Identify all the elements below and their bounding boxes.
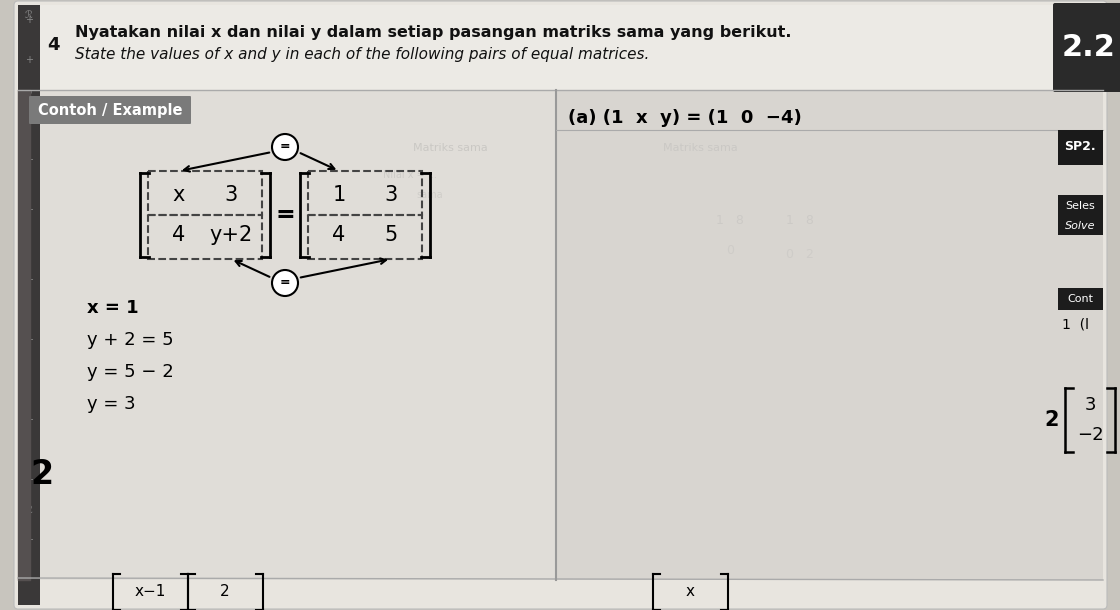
Text: sama: sama [417, 190, 444, 200]
Text: x: x [172, 185, 185, 205]
Text: −2: −2 [1076, 426, 1103, 444]
FancyBboxPatch shape [1058, 217, 1103, 235]
Text: 1  (l: 1 (l [1062, 318, 1089, 332]
Text: =: = [280, 276, 290, 290]
Text: 2: 2 [221, 584, 230, 600]
Text: 5: 5 [384, 225, 398, 245]
Text: 3: 3 [1084, 396, 1095, 414]
Text: +: + [25, 155, 32, 165]
Text: =: = [280, 140, 290, 154]
Text: 3: 3 [224, 185, 237, 205]
Text: +: + [25, 55, 32, 65]
Text: Seles: Seles [1065, 201, 1095, 211]
Text: ℛ: ℛ [25, 505, 32, 515]
FancyBboxPatch shape [18, 90, 556, 580]
FancyBboxPatch shape [1058, 288, 1103, 310]
Text: +: + [25, 205, 32, 215]
Text: +: + [25, 15, 32, 25]
Text: 3: 3 [384, 185, 398, 205]
FancyBboxPatch shape [18, 5, 40, 605]
FancyBboxPatch shape [1053, 3, 1120, 92]
FancyBboxPatch shape [13, 1, 1107, 609]
Text: =: = [276, 203, 295, 227]
Circle shape [272, 270, 298, 296]
Text: y + 2 = 5: y + 2 = 5 [87, 331, 174, 349]
Text: 0: 0 [726, 243, 734, 256]
Text: +: + [25, 475, 32, 485]
Text: x = 1: x = 1 [87, 299, 139, 317]
FancyBboxPatch shape [556, 90, 1103, 580]
Text: +: + [25, 535, 32, 545]
Text: Nilai x = ...: Nilai x = ... [383, 170, 437, 180]
Text: y+2: y+2 [209, 225, 253, 245]
Text: x−1: x−1 [134, 584, 166, 600]
Text: +: + [25, 335, 32, 345]
Text: Matriks sama: Matriks sama [412, 143, 487, 153]
Text: 4: 4 [333, 225, 346, 245]
Text: 2: 2 [1045, 410, 1060, 430]
Text: Contoh / Example: Contoh / Example [38, 102, 183, 118]
Text: x: x [685, 584, 694, 600]
Text: +: + [25, 105, 32, 115]
Text: +: + [25, 275, 32, 285]
Circle shape [272, 134, 298, 160]
Text: (a) (1  x  y) = (1  0  −4): (a) (1 x y) = (1 0 −4) [568, 109, 802, 127]
Text: 0   2: 0 2 [786, 248, 814, 262]
FancyBboxPatch shape [1058, 130, 1103, 165]
Text: 1   8: 1 8 [716, 214, 744, 226]
Text: SP2.: SP2. [1064, 140, 1095, 154]
Text: ℛ: ℛ [25, 90, 32, 100]
Text: 4: 4 [172, 225, 186, 245]
Text: 2: 2 [30, 459, 53, 492]
Text: 1: 1 [333, 185, 346, 205]
Text: 4: 4 [47, 36, 59, 54]
Polygon shape [18, 5, 1103, 90]
FancyBboxPatch shape [29, 96, 192, 124]
Text: 2.2: 2.2 [1062, 32, 1116, 62]
FancyBboxPatch shape [1058, 195, 1103, 217]
Text: ℛ: ℛ [25, 10, 32, 20]
Text: y = 5 − 2: y = 5 − 2 [87, 363, 174, 381]
Text: State the values of x and y in each of the following pairs of equal matrices.: State the values of x and y in each of t… [75, 48, 650, 62]
Text: 1   8: 1 8 [786, 214, 814, 226]
Text: Nyatakan nilai x dan nilai y dalam setiap pasangan matriks sama yang berikut.: Nyatakan nilai x dan nilai y dalam setia… [75, 24, 792, 40]
Text: y = 3: y = 3 [87, 395, 136, 413]
Text: Solve: Solve [1065, 221, 1095, 231]
Text: +: + [25, 415, 32, 425]
Text: Matriks sama: Matriks sama [663, 143, 737, 153]
Text: Cont: Cont [1067, 294, 1093, 304]
